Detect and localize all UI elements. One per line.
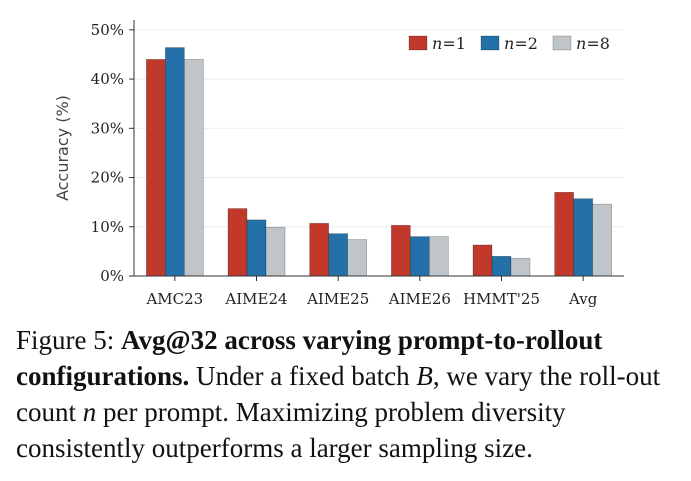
bars bbox=[146, 47, 612, 277]
bar-aime24-n2 bbox=[246, 219, 267, 277]
figure-caption: Figure 5: Avg@32 across varying prompt-t… bbox=[16, 322, 678, 466]
legend-label: n=2 bbox=[504, 34, 538, 53]
x-tick-label: AIME26 bbox=[388, 290, 451, 308]
y-tick-label: 10% bbox=[91, 218, 124, 236]
x-tick-label: AIME25 bbox=[306, 290, 369, 308]
y-tick-labels: 0% 10% 20% 30% 40% 50% bbox=[91, 21, 124, 285]
caption-var-n: n bbox=[82, 397, 97, 427]
grid-lines bbox=[134, 29, 624, 228]
bar-aime25-n2 bbox=[328, 233, 348, 277]
bar-chart: 0% 10% 20% 30% 40% 50% AMC23 AIME24 AIME25 AIME2… bbox=[53, 20, 624, 308]
legend-swatch bbox=[408, 35, 428, 51]
caption-text-3: per prompt. Maximizing problem diversity… bbox=[16, 397, 566, 463]
bar-amc23-n2 bbox=[165, 47, 185, 277]
bar-hmmt25-n1 bbox=[472, 244, 493, 277]
bar-aime25-n8 bbox=[347, 239, 367, 277]
bar-hmmt25-n2 bbox=[491, 256, 512, 277]
x-tick-label: Avg bbox=[568, 290, 598, 308]
bar-hmmt25-n8 bbox=[510, 257, 531, 277]
caption-text-1: Under a fixed batch bbox=[189, 361, 417, 391]
legend-swatch bbox=[480, 35, 500, 51]
y-tick-label: 40% bbox=[91, 70, 124, 88]
x-tick-label: HMMT'25 bbox=[463, 290, 540, 308]
bar-aime24-n8 bbox=[265, 226, 286, 277]
bar-amc23-n1 bbox=[146, 59, 166, 277]
bar-aime26-n2 bbox=[410, 236, 430, 277]
bar-amc23-n8 bbox=[184, 59, 204, 277]
caption-text-2: , we vary the roll-out count bbox=[16, 361, 661, 427]
caption-prefix: Figure 5: bbox=[16, 325, 121, 355]
axes bbox=[129, 20, 624, 281]
y-tick-label: 20% bbox=[91, 169, 124, 187]
bar-aime24-n1 bbox=[227, 208, 248, 277]
bar-avg-n1 bbox=[554, 192, 574, 277]
bar-avg-n8 bbox=[592, 203, 612, 277]
y-tick-label: 30% bbox=[91, 119, 124, 137]
bar-aime26-n8 bbox=[429, 236, 449, 277]
caption-var-b: B bbox=[416, 361, 433, 391]
x-tick-label: AIME24 bbox=[224, 290, 287, 308]
bar-avg-n2 bbox=[573, 198, 593, 277]
y-tick-label: 50% bbox=[91, 21, 124, 39]
legend-swatch bbox=[552, 35, 572, 51]
y-tick-label: 0% bbox=[100, 267, 124, 285]
caption-title: Avg@32 across varying prompt-to-rollout … bbox=[16, 325, 603, 391]
x-tick-labels: AMC23 AIME24 AIME25 AIME26 HMMT'25 Avg bbox=[145, 290, 597, 308]
y-axis-label: Accuracy (%) bbox=[53, 95, 72, 201]
x-tick-label: AMC23 bbox=[145, 290, 203, 308]
bar-aime26-n1 bbox=[391, 224, 411, 277]
legend-label: n=8 bbox=[576, 34, 610, 53]
legend: n=1 n=2 n=8 bbox=[408, 34, 610, 53]
legend-label: n=1 bbox=[432, 34, 466, 53]
bar-aime25-n1 bbox=[309, 223, 329, 277]
